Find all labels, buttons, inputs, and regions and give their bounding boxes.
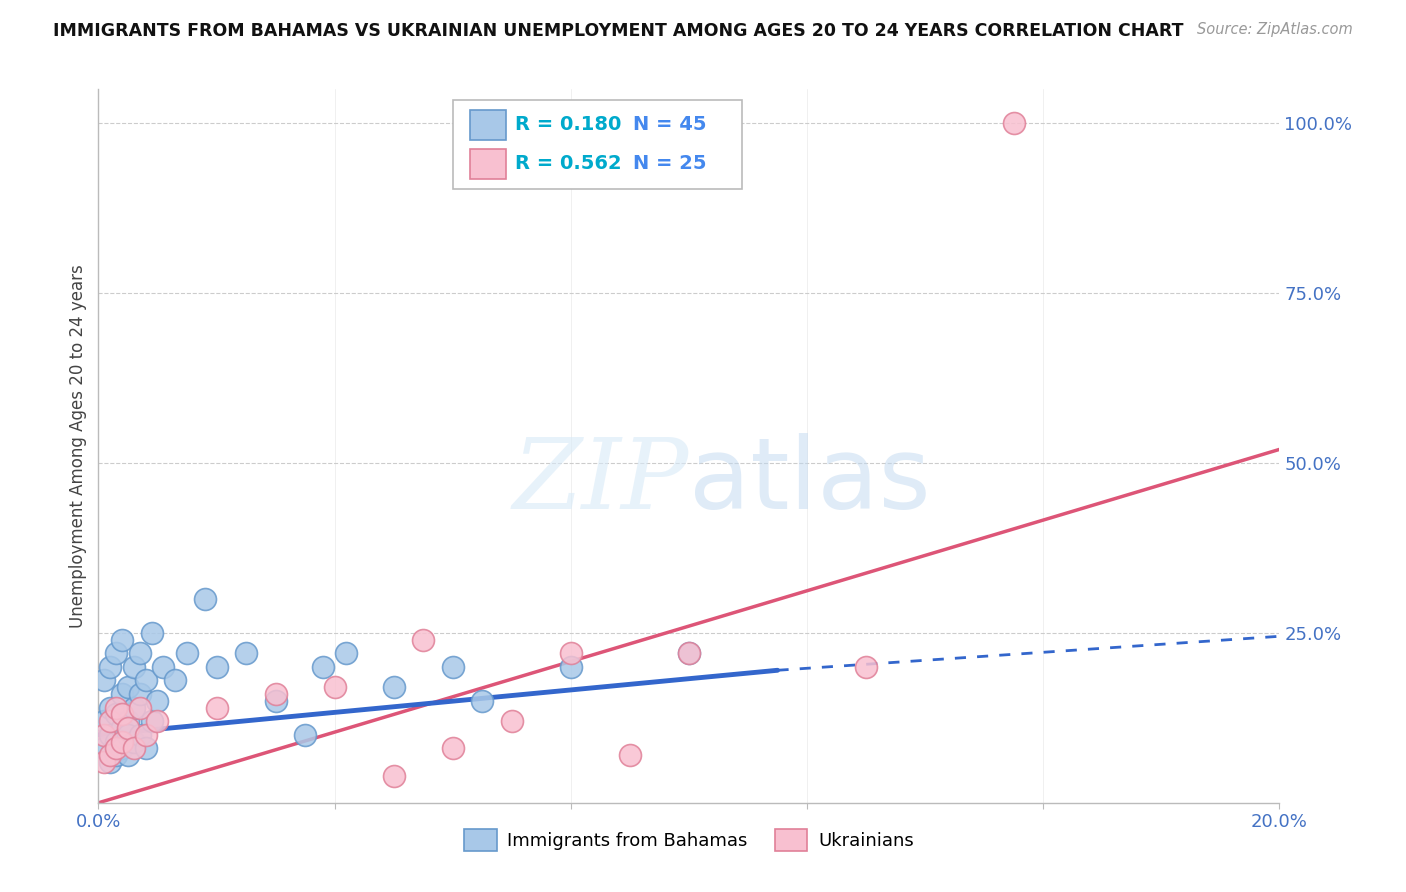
Point [105,700,128,714]
Point [98,700,121,714]
Point [205,700,228,714]
Point [501,714,523,729]
Point [165,673,187,688]
Point [122,741,145,756]
Point [122,660,145,674]
Point [471,694,494,708]
Point [855,660,877,674]
Point [122,700,145,714]
Point [294,728,316,742]
Point [176,646,198,660]
Point [111,734,134,748]
Point [117,714,139,729]
Point [412,632,434,647]
Text: R = 0.180: R = 0.180 [516,115,621,134]
Text: ZIP: ZIP [513,434,689,529]
Point [135,741,157,756]
Point [105,748,128,763]
Point [98,728,121,742]
Point [93,728,115,742]
Bar [471,110,506,139]
Point [111,632,134,647]
Text: R = 0.562: R = 0.562 [516,154,621,173]
Point [146,714,169,729]
Point [619,748,641,763]
Point [323,680,346,694]
Point [117,721,139,735]
Point [93,741,115,756]
Point [98,660,121,674]
Text: Source: ZipAtlas.com: Source: ZipAtlas.com [1197,22,1353,37]
Point [141,714,163,729]
Point [382,769,405,783]
Text: IMMIGRANTS FROM BAHAMAS VS UKRAINIAN UNEMPLOYMENT AMONG AGES 20 TO 24 YEARS CORR: IMMIGRANTS FROM BAHAMAS VS UKRAINIAN UNE… [53,22,1184,40]
Y-axis label: Unemployment Among Ages 20 to 24 years: Unemployment Among Ages 20 to 24 years [69,264,87,628]
Point [205,660,228,674]
Point [441,741,464,756]
Point [93,714,115,729]
Point [560,646,582,660]
Point [382,680,405,694]
Point [111,741,134,756]
Text: atlas: atlas [689,434,931,530]
Point [194,591,217,606]
Point [111,707,134,722]
Point [111,687,134,701]
Point [128,687,150,701]
Point [117,680,139,694]
Point [105,707,128,722]
Point [98,755,121,769]
Point [441,660,464,674]
Point [128,700,150,714]
Point [235,646,257,660]
Point [135,673,157,688]
Bar [471,149,506,179]
Text: N = 25: N = 25 [634,154,707,173]
Point [117,728,139,742]
Point [141,626,163,640]
Point [111,721,134,735]
Point [1002,116,1025,130]
Point [146,694,169,708]
Point [135,728,157,742]
Point [128,728,150,742]
Point [335,646,357,660]
Point [93,755,115,769]
Point [264,694,287,708]
Point [312,660,335,674]
Point [98,748,121,763]
Point [678,646,700,660]
Point [93,673,115,688]
Point [678,646,700,660]
Point [105,741,128,756]
Point [264,687,287,701]
FancyBboxPatch shape [453,100,742,189]
Point [128,646,150,660]
Point [105,734,128,748]
Point [152,660,174,674]
Point [117,748,139,763]
Text: N = 45: N = 45 [634,115,707,134]
Point [122,734,145,748]
Legend: Immigrants from Bahamas, Ukrainians: Immigrants from Bahamas, Ukrainians [457,822,921,858]
Point [98,714,121,729]
Point [105,646,128,660]
Point [560,660,582,674]
